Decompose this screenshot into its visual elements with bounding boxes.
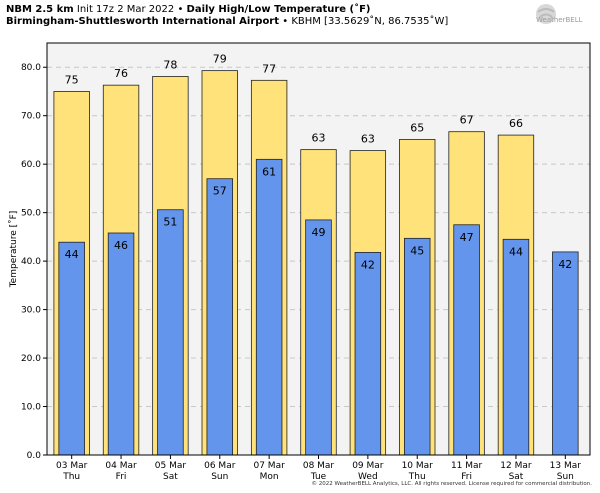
x-tick-date: 08 Mar: [303, 461, 335, 471]
low-temp-bar: [58, 241, 85, 456]
low-temp-bar: [157, 209, 184, 456]
low-temp-label: 51: [163, 216, 177, 229]
high-temp-label: 65: [410, 121, 424, 134]
low-temp-label: 61: [262, 165, 276, 178]
separator: •: [177, 4, 184, 15]
y-tick-label: 50.0: [21, 209, 41, 219]
low-temp-label: 49: [312, 226, 326, 239]
high-temp-label: 63: [312, 132, 326, 145]
separator: •: [282, 16, 289, 27]
high-temp-label: 67: [460, 114, 474, 127]
model-name: NBM 2.5 km: [6, 4, 74, 15]
chart-header-line-2: Birmingham-Shuttlesworth International A…: [6, 16, 448, 28]
low-temp-bar: [255, 158, 283, 456]
low-temp-label: 44: [65, 248, 79, 261]
x-tick-date: 13 Mar: [550, 461, 582, 471]
high-temp-label: 77: [262, 62, 276, 75]
copyright-notice: © 2022 WeatherBELL Analytics, LLC. All r…: [311, 481, 592, 487]
low-temp-bar: [552, 251, 579, 456]
low-temp-bar: [354, 251, 382, 456]
x-tick-day: Sat: [163, 472, 178, 482]
y-tick-label: 40.0: [21, 257, 41, 267]
high-temp-label: 76: [114, 67, 128, 80]
low-temp-bar: [206, 178, 234, 456]
x-tick-date: 06 Mar: [204, 461, 236, 471]
station-info: KBHM [33.5629˚N, 86.7535˚W]: [291, 16, 449, 27]
low-temp-label: 42: [361, 258, 375, 271]
x-tick-day: Mon: [260, 472, 279, 482]
product-name: Daily High/Low Temperature (˚F): [186, 4, 371, 15]
init-time: Init 17z 2 Mar 2022: [76, 4, 175, 15]
low-temp-label: 44: [509, 245, 523, 258]
high-temp-label: 79: [213, 53, 227, 66]
low-temp-label: 42: [558, 258, 572, 271]
x-tick-date: 11 Mar: [451, 461, 483, 471]
y-tick-label: 20.0: [21, 354, 41, 364]
weatherbell-logo: WeatherBELL: [536, 4, 583, 24]
y-axis-label: Temperature [˚F]: [8, 211, 19, 289]
low-temp-label: 46: [114, 239, 128, 252]
y-tick-label: 70.0: [21, 112, 41, 122]
x-tick-day: Thu: [62, 472, 80, 482]
location-name: Birmingham-Shuttlesworth International A…: [6, 16, 280, 27]
low-temp-label: 57: [213, 185, 227, 198]
low-temp-bar: [453, 224, 480, 456]
y-tick-label: 80.0: [21, 63, 41, 73]
x-tick-date: 07 Mar: [253, 461, 285, 471]
high-temp-label: 78: [163, 58, 177, 71]
high-temp-label: 63: [361, 133, 375, 146]
logo-text: WeatherBELL: [536, 16, 583, 24]
x-tick-date: 10 Mar: [402, 461, 434, 471]
x-tick-day: Wed: [358, 472, 378, 482]
x-tick-day: Tue: [310, 472, 327, 482]
x-tick-date: 12 Mar: [500, 461, 532, 471]
low-temp-bar: [305, 219, 332, 456]
y-tick-label: 0.0: [27, 451, 42, 461]
low-temp-label: 47: [460, 231, 474, 244]
y-tick-label: 60.0: [21, 160, 41, 170]
low-temp-bar: [502, 238, 530, 456]
x-tick-day: Thu: [408, 472, 426, 482]
y-tick-label: 30.0: [21, 306, 41, 316]
x-tick-date: 05 Mar: [155, 461, 187, 471]
x-tick-day: Sun: [557, 472, 574, 482]
x-tick-date: 09 Mar: [352, 461, 384, 471]
x-tick-date: 03 Mar: [56, 461, 88, 471]
x-tick-day: Fri: [461, 472, 472, 482]
low-temp-bar: [403, 237, 431, 456]
high-temp-label: 66: [509, 117, 523, 130]
y-tick-label: 10.0: [21, 403, 41, 413]
chart-header-line-1: NBM 2.5 km Init 17z 2 Mar 2022 • Daily H…: [6, 4, 371, 16]
high-temp-label: 75: [65, 73, 79, 86]
x-tick-day: Sat: [509, 472, 524, 482]
x-tick-day: Fri: [116, 472, 127, 482]
x-tick-day: Sun: [211, 472, 228, 482]
low-temp-label: 45: [410, 244, 424, 257]
low-temp-bar: [107, 232, 135, 456]
x-tick-date: 04 Mar: [105, 461, 137, 471]
